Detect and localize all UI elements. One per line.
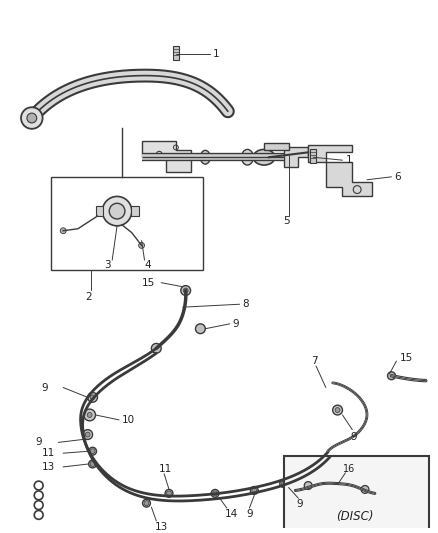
Text: 13: 13 [154, 522, 168, 532]
Circle shape [139, 243, 145, 248]
Circle shape [27, 113, 37, 123]
Bar [284, 456, 429, 532]
Text: 9: 9 [350, 432, 357, 441]
Text: 9: 9 [36, 438, 42, 447]
Ellipse shape [253, 149, 275, 165]
Bar [173, 46, 179, 60]
Text: 9: 9 [42, 383, 48, 392]
Circle shape [88, 392, 98, 402]
Text: 9: 9 [233, 319, 239, 329]
Circle shape [90, 462, 95, 466]
Polygon shape [141, 141, 191, 172]
Polygon shape [264, 142, 289, 150]
Circle shape [84, 409, 95, 421]
Text: 8: 8 [243, 299, 249, 309]
Text: 1: 1 [346, 155, 352, 165]
Circle shape [85, 432, 90, 437]
Circle shape [83, 430, 92, 440]
Bar [51, 177, 203, 270]
Circle shape [166, 491, 171, 496]
Ellipse shape [200, 150, 210, 164]
Circle shape [304, 482, 312, 489]
Text: 14: 14 [225, 509, 238, 519]
Text: 5: 5 [284, 216, 290, 226]
Circle shape [87, 413, 92, 417]
Polygon shape [326, 162, 372, 197]
Circle shape [211, 489, 219, 497]
Text: 10: 10 [122, 415, 135, 425]
Circle shape [144, 500, 149, 506]
Circle shape [333, 405, 343, 415]
Text: 9: 9 [247, 509, 253, 519]
Text: 7: 7 [311, 356, 318, 366]
Text: 13: 13 [42, 462, 55, 472]
Circle shape [109, 203, 125, 219]
Text: 11: 11 [159, 464, 173, 474]
Circle shape [361, 486, 369, 494]
Text: 1: 1 [213, 50, 220, 59]
Text: 16: 16 [343, 464, 355, 474]
Text: 6: 6 [395, 172, 401, 182]
Circle shape [335, 408, 340, 413]
Circle shape [90, 395, 95, 400]
Polygon shape [308, 146, 352, 162]
Circle shape [21, 107, 42, 129]
Circle shape [90, 449, 95, 454]
Circle shape [280, 480, 288, 488]
Polygon shape [284, 148, 308, 167]
Circle shape [142, 499, 150, 507]
Circle shape [251, 487, 258, 494]
Text: 15: 15 [399, 353, 413, 363]
Text: (DISC): (DISC) [336, 511, 374, 523]
Circle shape [212, 491, 218, 496]
Text: 4: 4 [145, 260, 151, 270]
Circle shape [88, 447, 96, 455]
Circle shape [195, 324, 205, 334]
Circle shape [60, 228, 66, 233]
Circle shape [88, 460, 96, 468]
Circle shape [181, 286, 191, 295]
Text: 15: 15 [141, 278, 155, 288]
Bar [310, 149, 316, 163]
Circle shape [388, 372, 396, 379]
Circle shape [252, 488, 257, 493]
Circle shape [152, 343, 161, 353]
Text: 3: 3 [104, 260, 110, 270]
Circle shape [183, 288, 188, 293]
Text: 2: 2 [86, 293, 92, 302]
Bar [131, 206, 139, 216]
Text: 11: 11 [42, 448, 55, 458]
Circle shape [281, 481, 286, 486]
Text: 9: 9 [297, 499, 303, 509]
Bar [95, 206, 103, 216]
Ellipse shape [241, 149, 253, 165]
Circle shape [165, 489, 173, 497]
Circle shape [102, 197, 132, 226]
